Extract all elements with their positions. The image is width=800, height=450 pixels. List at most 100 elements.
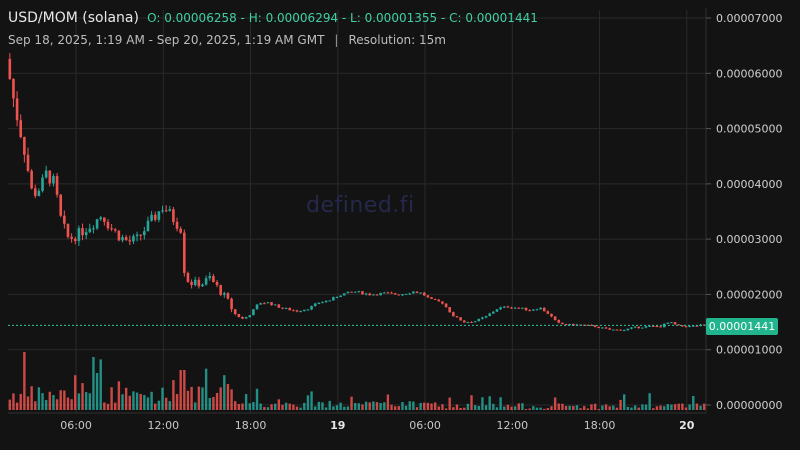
- volume-bar: [677, 403, 680, 410]
- volume-bar: [684, 407, 688, 410]
- volume-bar: [321, 402, 324, 410]
- candle-body: [157, 211, 161, 220]
- candle-body: [550, 313, 553, 317]
- candle-body: [397, 294, 401, 296]
- volume-bar: [303, 402, 306, 410]
- volume-bar: [648, 393, 651, 410]
- candle-body: [73, 238, 77, 242]
- candle-body: [419, 292, 422, 294]
- volume-bar: [117, 381, 121, 410]
- candle-body: [350, 291, 353, 293]
- volume-bar: [41, 393, 44, 410]
- volume-bar: [241, 403, 244, 410]
- x-tick-label: 12:00: [147, 419, 179, 432]
- candle-body: [361, 291, 364, 295]
- candle-body: [586, 324, 590, 326]
- resolution-label[interactable]: Resolution: 15m: [348, 33, 446, 47]
- volume-bar: [157, 400, 161, 410]
- volume-bar: [452, 407, 455, 410]
- candle-body: [168, 209, 172, 212]
- volume-bar: [695, 403, 699, 410]
- candle-body: [273, 304, 277, 306]
- volume-bar: [284, 402, 288, 410]
- candle-body: [324, 300, 328, 303]
- last-price-tag: 0.00001441: [706, 318, 778, 335]
- candle-body: [262, 303, 266, 305]
- candle-body: [564, 324, 568, 326]
- candle-body: [302, 309, 306, 312]
- volume-bar: [132, 391, 135, 410]
- volume-bar: [597, 408, 600, 410]
- candle-body: [81, 228, 84, 236]
- candle-body: [492, 311, 495, 314]
- candle-body: [473, 321, 477, 323]
- volume-bar: [212, 396, 215, 410]
- candle-body: [244, 317, 248, 319]
- candle-body: [488, 313, 491, 317]
- candle-body: [633, 326, 637, 328]
- candle-body: [103, 217, 106, 222]
- volume-bar: [317, 401, 321, 410]
- candle-body: [477, 318, 481, 322]
- x-tick-label: 18:00: [584, 419, 616, 432]
- candle-body: [641, 327, 644, 329]
- candle-body: [481, 317, 484, 319]
- candle-body: [339, 295, 342, 298]
- volume-bar: [306, 395, 310, 410]
- volume-bar: [652, 408, 655, 410]
- candle-body: [208, 276, 212, 279]
- candle-body: [372, 294, 375, 296]
- volume-bar: [499, 397, 502, 410]
- volume-bar: [219, 387, 222, 410]
- candle-body: [317, 303, 321, 305]
- volume-bar: [266, 407, 270, 410]
- candle-body: [92, 228, 95, 230]
- volume-bar: [114, 402, 117, 410]
- volume-bar: [521, 403, 524, 410]
- volume-bar: [619, 399, 622, 410]
- volume-bar: [48, 391, 52, 410]
- volume-bar: [124, 387, 128, 410]
- volume-bar: [15, 402, 19, 410]
- chart-header: USD/MOM (solana) O: 0.00006258 - H: 0.00…: [8, 10, 538, 26]
- volume-bar: [659, 405, 662, 410]
- volume-bar: [513, 406, 517, 410]
- volume-bar: [419, 402, 422, 410]
- volume-bar: [623, 394, 626, 410]
- candle-body: [346, 291, 350, 294]
- candle-body: [430, 297, 433, 299]
- volume-bar: [99, 359, 102, 410]
- volume-bar: [353, 402, 357, 410]
- candle-body: [353, 291, 357, 293]
- volume-bar: [26, 396, 30, 410]
- candle-body: [673, 322, 677, 325]
- volume-bar: [215, 393, 219, 410]
- candle-body: [201, 284, 204, 287]
- candle-body: [572, 323, 575, 326]
- volume-bar: [633, 405, 637, 410]
- candle-body: [375, 294, 379, 296]
- volume-bar: [473, 405, 477, 410]
- volume-bar: [401, 402, 404, 410]
- volume-bar: [699, 405, 702, 410]
- volume-bar: [339, 402, 342, 410]
- candle-body: [441, 301, 444, 304]
- candle-body: [691, 325, 695, 327]
- volume-bar: [524, 408, 528, 410]
- volume-bar: [110, 387, 113, 410]
- candle-body: [506, 306, 510, 308]
- candle-body: [455, 316, 459, 318]
- candle-body: [659, 326, 662, 328]
- volume-bar: [423, 402, 426, 410]
- candle-body: [513, 307, 517, 309]
- volume-bar: [393, 406, 397, 410]
- candle-body: [528, 310, 531, 312]
- candle-body: [55, 176, 59, 195]
- y-tick-label: 0.00002000: [716, 288, 782, 301]
- volume-bar: [324, 407, 328, 410]
- candle-body: [415, 291, 419, 294]
- candle-body: [295, 310, 299, 312]
- candle-body: [670, 322, 673, 324]
- candle-body: [23, 137, 26, 155]
